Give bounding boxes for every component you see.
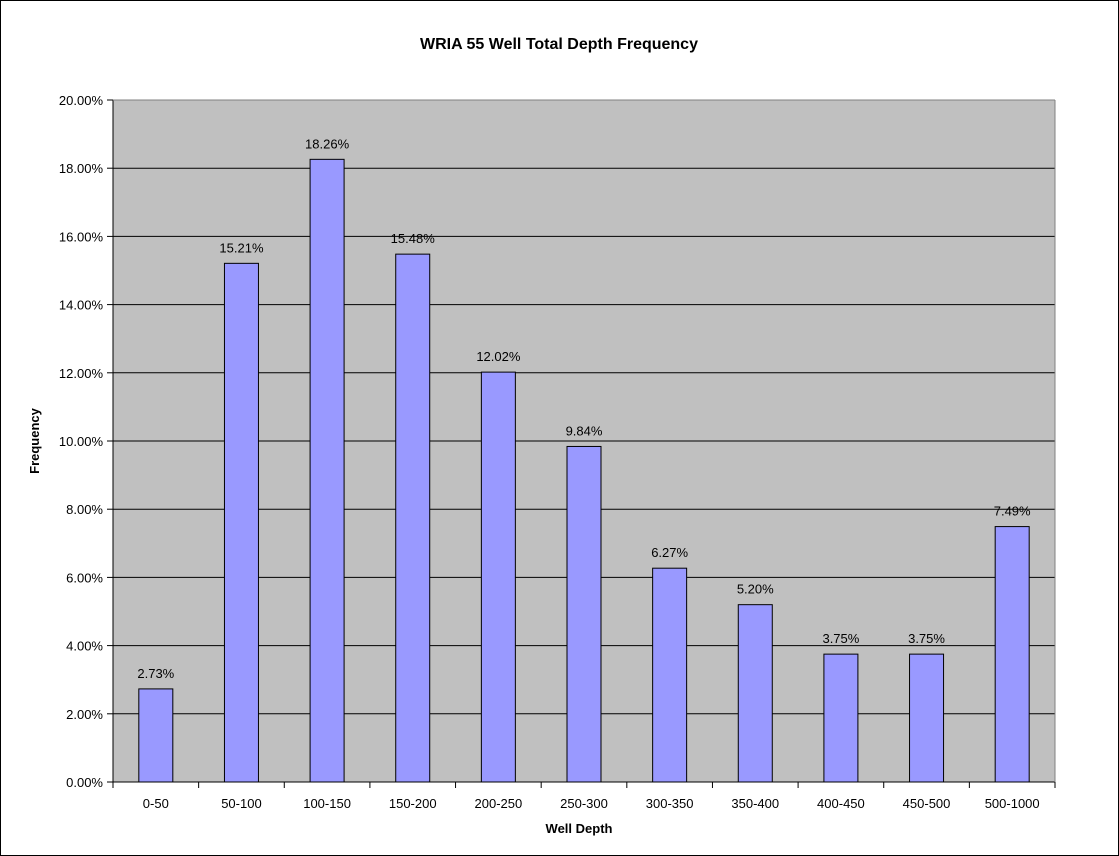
data-label: 7.49%	[994, 504, 1031, 519]
data-label: 9.84%	[566, 423, 603, 438]
bar-350-400	[737, 604, 773, 783]
data-labels: 2.73% 15.21% 18.26% 15.48% 12.02% 9.84% 6.27% 5…	[137, 136, 1031, 681]
y-tick-label: 20.00%	[59, 93, 104, 108]
x-axis-title: Well Depth	[546, 821, 613, 836]
data-label: 6.27%	[651, 545, 688, 560]
bar-250-300	[566, 445, 602, 783]
bar-200-250	[480, 371, 516, 783]
y-tick-label: 0.00%	[66, 775, 103, 790]
x-tick-label: 50-100	[221, 796, 261, 811]
bar-50-100	[223, 262, 259, 783]
bar-150-200	[395, 253, 431, 783]
data-label: 3.75%	[908, 631, 945, 646]
data-label: 15.21%	[219, 240, 264, 255]
x-tick-label: 350-400	[731, 796, 779, 811]
x-tick-label: 200-250	[475, 796, 523, 811]
y-tick-label: 6.00%	[66, 570, 103, 585]
data-label: 5.20%	[737, 582, 774, 597]
y-tick-labels: 0.00% 2.00% 4.00% 6.00% 8.00% 10.00% 12.00% 14.…	[59, 93, 104, 790]
y-tick-label: 16.00%	[59, 229, 104, 244]
x-tick-label: 450-500	[903, 796, 951, 811]
x-tick-labels: 0-50 50-100 100-150 150-200 200-250 250-300 30…	[143, 796, 1040, 811]
bar-400-450	[823, 653, 859, 783]
y-tick-label: 18.00%	[59, 161, 104, 176]
x-tick-label: 500-1000	[985, 796, 1040, 811]
x-tick-label: 300-350	[646, 796, 694, 811]
bar-450-500	[909, 653, 945, 783]
bar-100-150	[309, 158, 345, 783]
bar-500-1000	[994, 526, 1030, 783]
data-label: 18.26%	[305, 136, 350, 151]
bars	[138, 158, 1030, 783]
data-label: 3.75%	[822, 631, 859, 646]
x-tick-label: 100-150	[303, 796, 351, 811]
y-tick-label: 2.00%	[66, 707, 103, 722]
data-label: 2.73%	[137, 666, 174, 681]
y-tick-label: 14.00%	[59, 298, 104, 313]
y-tick-label: 8.00%	[66, 502, 103, 517]
x-tick-label: 250-300	[560, 796, 608, 811]
bar-300-350	[652, 567, 688, 783]
data-label: 12.02%	[476, 349, 521, 364]
x-tick-label: 400-450	[817, 796, 865, 811]
bar-0-50	[138, 688, 174, 783]
y-tick-label: 4.00%	[66, 639, 103, 654]
x-tick-label: 0-50	[143, 796, 169, 811]
data-label: 15.48%	[391, 231, 436, 246]
chart-title: WRIA 55 Well Total Depth Frequency	[420, 36, 698, 53]
y-axis-title: Frequency	[27, 407, 42, 474]
y-tick-label: 10.00%	[59, 434, 104, 449]
y-tick-label: 12.00%	[59, 366, 104, 381]
x-tick-label: 150-200	[389, 796, 437, 811]
axes	[107, 99, 1056, 788]
